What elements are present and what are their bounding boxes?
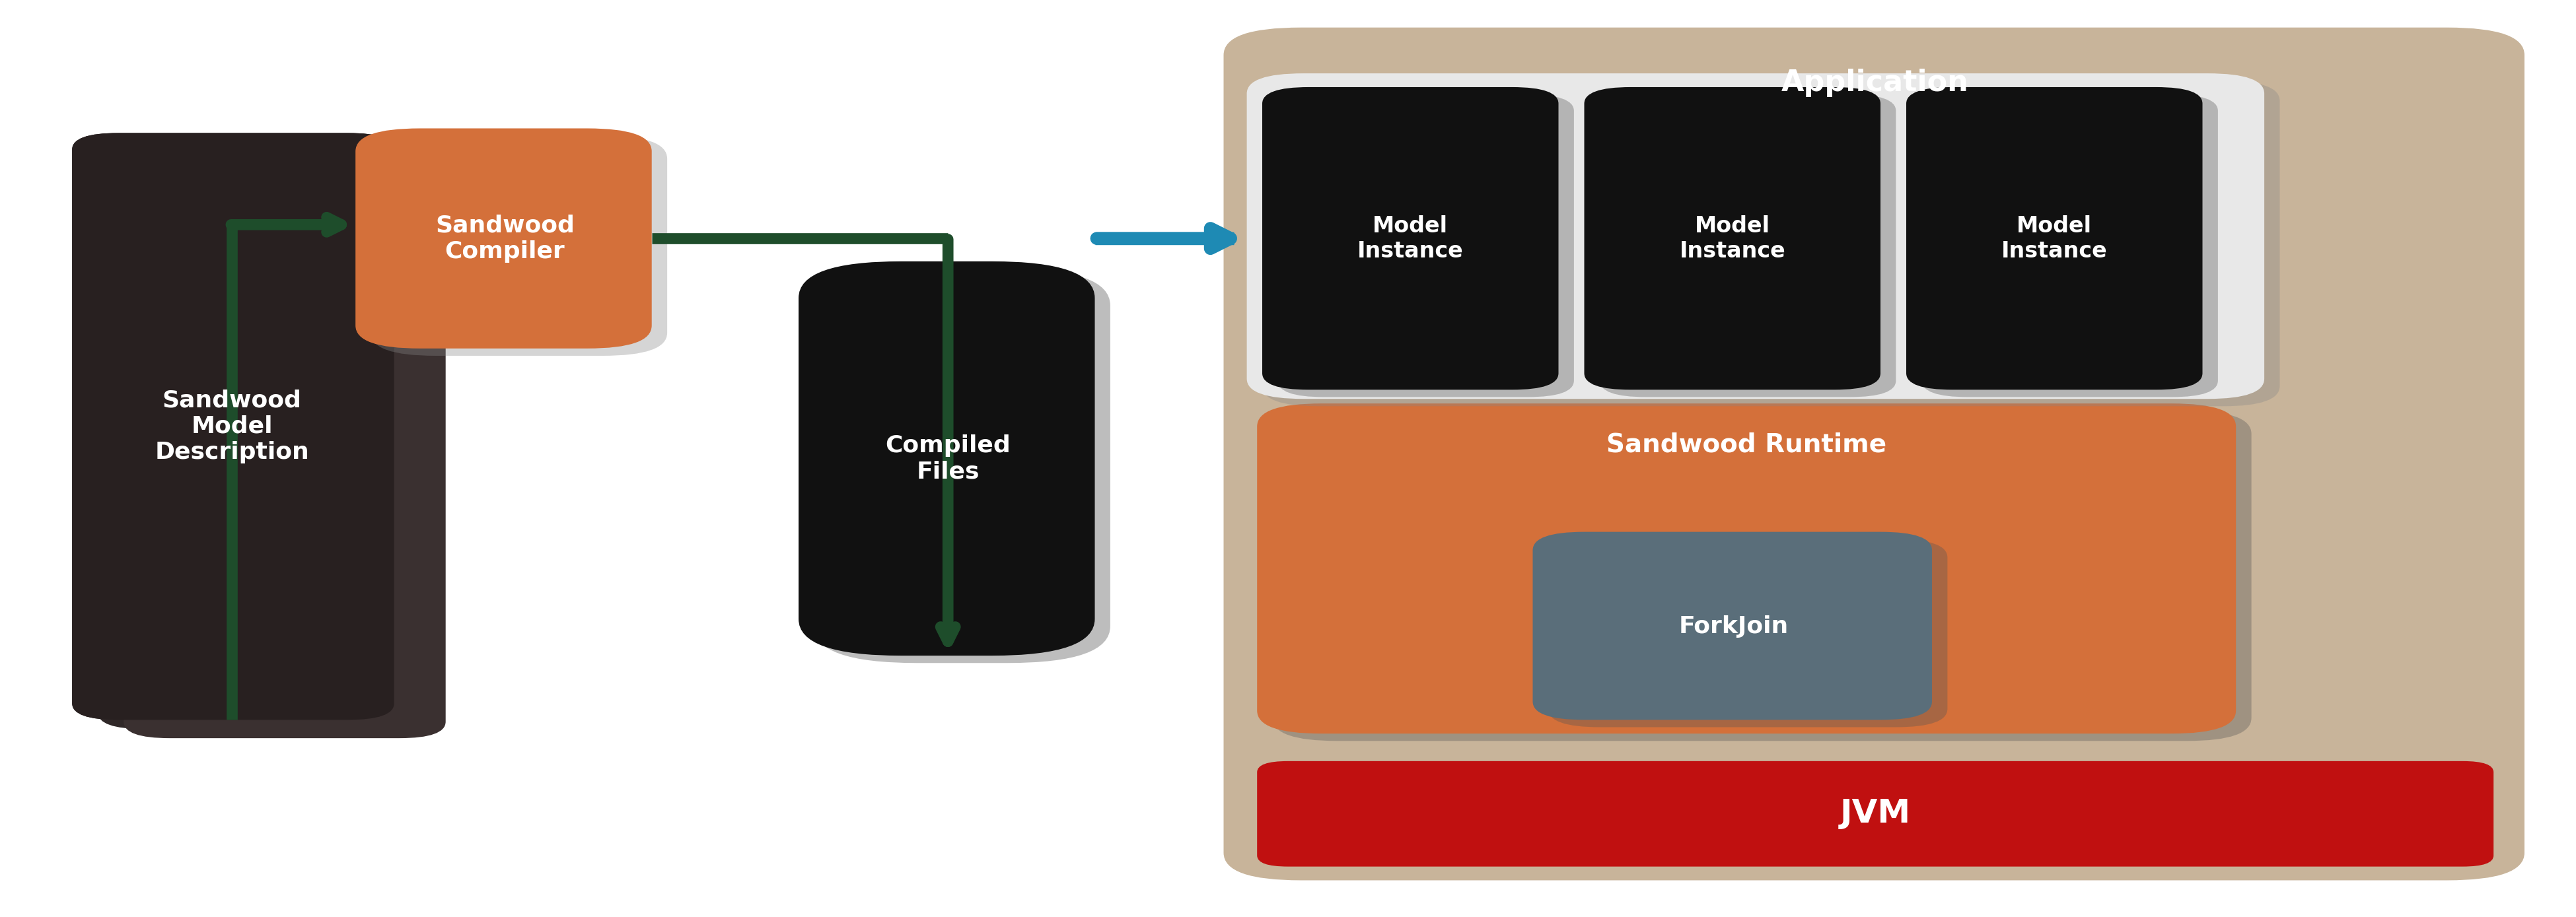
Text: Model
Instance: Model Instance <box>1680 215 1785 262</box>
FancyBboxPatch shape <box>1247 73 2264 399</box>
FancyBboxPatch shape <box>1922 94 2218 397</box>
FancyBboxPatch shape <box>1257 403 2236 734</box>
Text: Sandwood
Model
Description: Sandwood Model Description <box>155 389 309 464</box>
FancyBboxPatch shape <box>1533 532 1932 720</box>
FancyBboxPatch shape <box>1224 28 2524 880</box>
FancyBboxPatch shape <box>1906 87 2202 390</box>
FancyBboxPatch shape <box>98 142 420 729</box>
FancyBboxPatch shape <box>799 261 1095 656</box>
FancyBboxPatch shape <box>124 151 446 738</box>
FancyBboxPatch shape <box>355 128 652 348</box>
FancyBboxPatch shape <box>1262 87 1558 390</box>
FancyBboxPatch shape <box>1584 87 1880 390</box>
FancyBboxPatch shape <box>371 136 667 356</box>
Text: ForkJoin: ForkJoin <box>1680 615 1788 637</box>
FancyBboxPatch shape <box>72 133 394 720</box>
FancyBboxPatch shape <box>1278 94 1574 397</box>
Text: Model
Instance: Model Instance <box>2002 215 2107 262</box>
Text: Model
Instance: Model Instance <box>1358 215 1463 262</box>
FancyBboxPatch shape <box>1548 539 1947 727</box>
FancyBboxPatch shape <box>1273 411 2251 741</box>
FancyBboxPatch shape <box>1262 81 2280 406</box>
FancyBboxPatch shape <box>1600 94 1896 397</box>
Text: Compiled
Files: Compiled Files <box>886 435 1010 482</box>
Text: Sandwood Runtime: Sandwood Runtime <box>1607 432 1886 458</box>
Text: Application: Application <box>1783 69 1968 96</box>
Text: Sandwood
Compiler: Sandwood Compiler <box>435 215 574 262</box>
FancyBboxPatch shape <box>1257 761 2494 867</box>
FancyBboxPatch shape <box>814 269 1110 663</box>
FancyBboxPatch shape <box>72 133 394 720</box>
Text: JVM: JVM <box>1839 798 1911 829</box>
